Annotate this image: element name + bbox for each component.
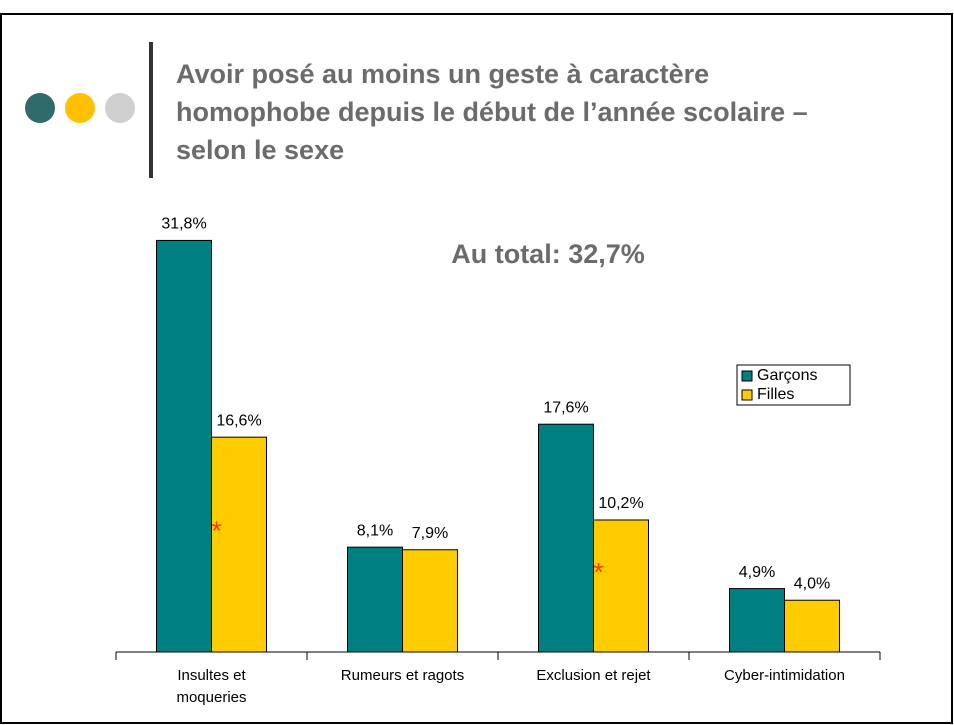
bar bbox=[784, 599, 840, 653]
significance-marker: * bbox=[593, 557, 603, 587]
title-line: Avoir posé au moins un geste à caractère bbox=[176, 59, 709, 89]
legend-swatch bbox=[741, 370, 753, 382]
x-tick-label: Exclusion et rejet bbox=[536, 667, 651, 684]
value-label: 10,2% bbox=[598, 495, 643, 512]
legend-swatch bbox=[741, 389, 753, 401]
legend-label: Garçons bbox=[757, 367, 817, 384]
value-label: 8,1% bbox=[357, 522, 393, 539]
title-line: selon le sexe bbox=[176, 135, 344, 165]
legend: Garçons Filles bbox=[736, 364, 851, 406]
decor-dot bbox=[65, 93, 95, 123]
x-tick-label: Insultes et moqueries bbox=[176, 667, 247, 706]
significance-marker: * bbox=[211, 515, 221, 545]
decor-dot bbox=[105, 93, 135, 123]
x-tick-label: Rumeurs et ragots bbox=[340, 667, 465, 684]
value-label: 4,9% bbox=[739, 564, 775, 581]
x-tick-label: Cyber-intimidation bbox=[724, 667, 845, 684]
bar bbox=[538, 423, 594, 653]
value-label: 31,8% bbox=[161, 216, 206, 233]
slide-frame bbox=[0, 13, 953, 724]
legend-label: Filles bbox=[757, 386, 794, 403]
annotation: Au total: 32,7% bbox=[451, 239, 645, 269]
value-label: 7,9% bbox=[412, 525, 448, 542]
value-label: 4,0% bbox=[794, 575, 830, 592]
decor-dot bbox=[25, 93, 55, 123]
bar bbox=[593, 519, 649, 653]
value-label: 17,6% bbox=[543, 399, 588, 416]
bar bbox=[347, 546, 403, 653]
value-label: 16,6% bbox=[216, 412, 261, 429]
bar bbox=[729, 588, 785, 653]
title-line: homophobe depuis le début de l’année sco… bbox=[176, 97, 808, 127]
bar bbox=[211, 436, 267, 653]
bar bbox=[402, 549, 458, 653]
legend-box bbox=[736, 364, 851, 406]
bar bbox=[156, 239, 212, 653]
